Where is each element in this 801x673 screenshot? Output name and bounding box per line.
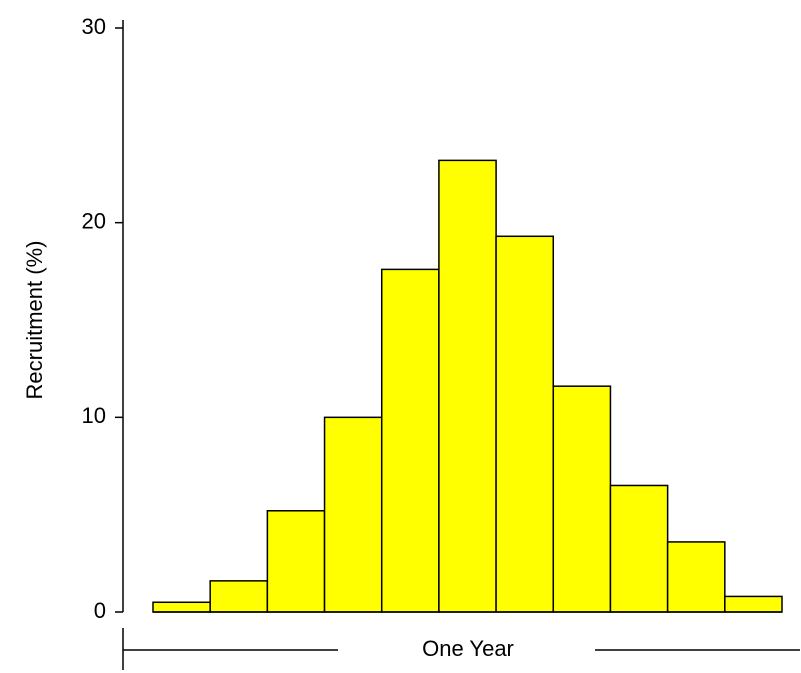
bar [609, 484, 669, 613]
bar [266, 510, 326, 613]
bar [323, 416, 383, 613]
bar [552, 385, 612, 613]
bar [152, 601, 211, 613]
y-tick-label: 0 [94, 598, 106, 623]
bar [666, 541, 726, 613]
y-tick-label: 10 [82, 403, 106, 428]
bar [724, 595, 783, 613]
y-tick-label: 20 [82, 208, 106, 233]
bar [495, 235, 555, 613]
y-axis-label: Recruitment (%) [22, 241, 47, 400]
bar [438, 159, 497, 613]
x-axis-label: One Year [422, 636, 514, 661]
y-tick-label: 30 [82, 14, 106, 39]
bar [209, 580, 269, 613]
bar [380, 268, 440, 613]
